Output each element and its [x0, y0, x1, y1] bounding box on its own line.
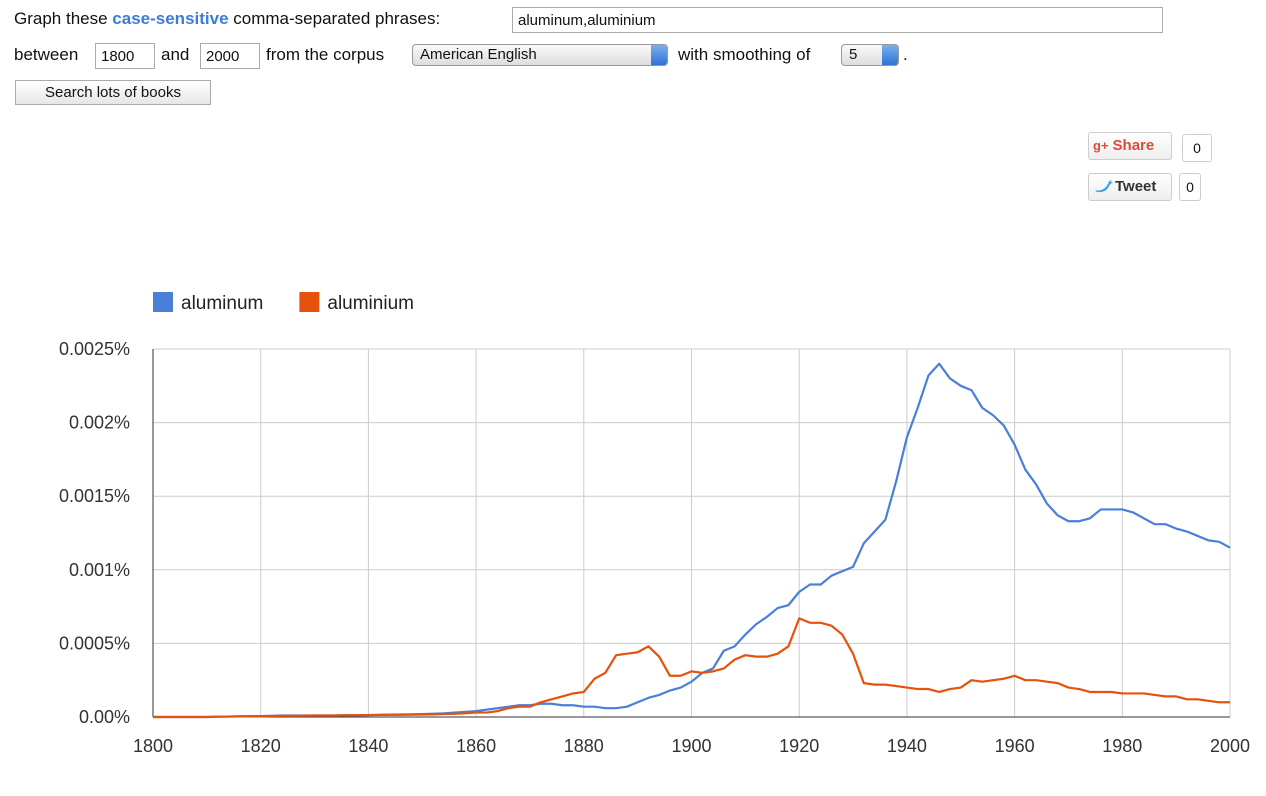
legend-label: aluminum [181, 293, 263, 314]
smoothing-value: 5 [849, 46, 858, 63]
x-tick-label: 1900 [671, 736, 711, 756]
x-tick-label: 1920 [779, 736, 819, 756]
share-label: Share [1112, 137, 1155, 154]
y-tick-label: 0.0015% [59, 486, 130, 506]
x-tick-label: 1980 [1102, 736, 1142, 756]
phrases-input[interactable]: aluminum,aluminium [512, 7, 1163, 33]
x-tick-label: 1880 [564, 736, 604, 756]
intro-text: comma-separated phrases: [233, 9, 441, 28]
legend-label: aluminium [327, 293, 414, 314]
case-link[interactable]: case-sensitive [112, 9, 229, 28]
intro-text: Graph these [14, 9, 108, 28]
x-tick-label: 2000 [1210, 736, 1250, 756]
label: from the corpus [266, 45, 385, 64]
tweet-label: Tweet [1115, 178, 1157, 195]
y-tick-label: 0.0005% [59, 633, 130, 653]
intro-line: Graph these case-sensitive comma-separat… [14, 9, 440, 29]
y-tick-label: 0.002% [69, 413, 130, 433]
tweet-button[interactable]: Tweet [1088, 173, 1172, 201]
x-tick-label: 1840 [348, 736, 388, 756]
share-button[interactable]: g+ Share [1088, 132, 1172, 160]
series-line [153, 617, 1230, 719]
share-count: 0 [1182, 134, 1212, 162]
bird-icon [1095, 180, 1113, 193]
x-tick-label: 1860 [456, 736, 496, 756]
x-tick-label: 1800 [133, 736, 173, 756]
x-tick-label: 1960 [995, 736, 1035, 756]
corpus-value: American English [420, 46, 537, 63]
search-button[interactable]: Search lots of books [15, 80, 211, 105]
x-tick-label: 1820 [241, 736, 281, 756]
corpus-select[interactable]: American English [412, 44, 668, 66]
label: and [161, 45, 190, 64]
chart: 0.00% 0.0005% 0.001% 0.0015% 0.002% 0.0025% 18… [59, 292, 1250, 756]
label: . [903, 45, 908, 64]
select-arrow [882, 45, 898, 65]
y-tick-label: 0.001% [69, 560, 130, 580]
label: between [14, 45, 79, 64]
legend-swatch [299, 292, 320, 312]
legend-swatch [153, 292, 173, 312]
select-arrow [651, 45, 667, 65]
x-tick-label: 1940 [887, 736, 927, 756]
start-year-input[interactable]: 1800 [95, 43, 155, 69]
y-tick-label: 0.00% [79, 707, 130, 727]
gplus-icon: g+ [1093, 138, 1109, 153]
end-year-input[interactable]: 2000 [200, 43, 260, 69]
y-tick-label: 0.0025% [59, 339, 130, 359]
tweet-count: 0 [1179, 173, 1201, 201]
smoothing-select[interactable]: 5 [841, 44, 899, 66]
label: with smoothing of [678, 45, 811, 64]
